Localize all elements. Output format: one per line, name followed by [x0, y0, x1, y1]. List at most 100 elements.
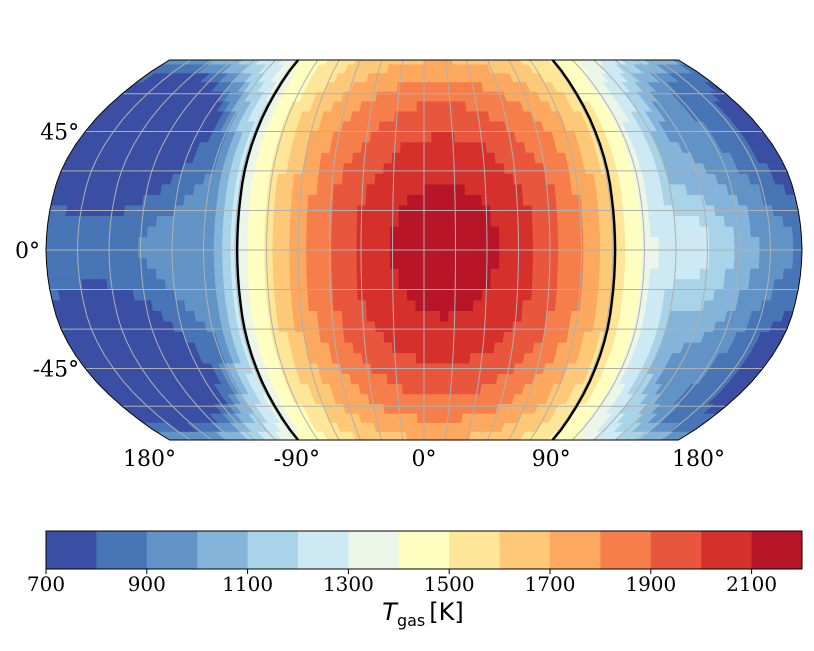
heat-cell	[438, 120, 447, 132]
heat-cell	[557, 257, 567, 269]
heat-cell	[239, 268, 249, 280]
heat-cell	[398, 225, 408, 238]
heat-cell	[172, 225, 182, 238]
heat-cell	[130, 268, 141, 280]
heat-cell	[512, 320, 522, 333]
heat-cell	[423, 131, 433, 143]
heat-cell	[432, 278, 442, 290]
heat-cell	[407, 152, 417, 164]
heat-cell	[750, 257, 761, 269]
heat-cell	[404, 72, 413, 83]
heat-cell	[384, 341, 394, 354]
heat-cell	[580, 194, 591, 206]
heat-cell	[373, 194, 384, 206]
heat-cell	[692, 247, 702, 259]
heat-cell	[548, 268, 559, 280]
heat-cell	[398, 257, 408, 269]
heat-cell	[674, 225, 685, 238]
heat-cell	[402, 100, 411, 112]
colorbar-tick-label: 1100	[222, 572, 273, 596]
heat-cell	[139, 215, 150, 227]
heat-cell	[385, 131, 395, 143]
heat-cell	[423, 120, 432, 132]
heat-cell	[401, 110, 411, 122]
heat-cell	[623, 278, 634, 290]
heat-cell	[154, 247, 165, 259]
heat-cell	[62, 257, 73, 269]
heat-cell	[289, 247, 299, 259]
heat-cell	[163, 257, 173, 269]
heat-cell	[249, 289, 260, 301]
heat-cell	[471, 320, 482, 333]
heat-cell	[121, 247, 131, 259]
heat-cell	[327, 331, 338, 343]
heat-cell	[417, 72, 425, 83]
heat-cell	[431, 289, 441, 301]
heat-cell	[264, 236, 274, 248]
heat-cell	[489, 183, 499, 195]
heat-cell	[578, 183, 590, 195]
heat-cell	[464, 310, 474, 322]
heat-cell	[197, 215, 208, 227]
heat-cell	[448, 310, 458, 322]
heat-cell	[408, 120, 417, 132]
heat-cell	[448, 236, 458, 248]
heat-cell	[448, 299, 458, 311]
heat-cell	[692, 236, 702, 248]
heat-cell	[373, 257, 383, 269]
heat-cell	[206, 215, 216, 227]
heat-cell	[440, 278, 450, 290]
heat-cell	[282, 289, 293, 301]
heat-cell	[282, 194, 293, 206]
heat-cell	[767, 236, 778, 248]
heat-cell	[473, 194, 483, 206]
heat-cell	[490, 247, 500, 259]
heat-cell	[374, 173, 384, 185]
heat-cell	[392, 131, 402, 143]
heat-cell	[348, 257, 358, 269]
heat-cell	[423, 194, 433, 206]
heat-cell	[775, 257, 786, 269]
heat-cell	[289, 268, 300, 280]
heat-cell	[742, 247, 752, 259]
heat-cell	[390, 268, 400, 280]
heat-cell	[423, 60, 431, 65]
heat-cell	[465, 257, 475, 269]
heat-cell	[498, 268, 509, 280]
heat-cell	[79, 247, 89, 259]
heat-cell	[708, 236, 719, 248]
heat-cell	[456, 289, 466, 301]
heat-cell	[524, 247, 534, 259]
heat-cell	[399, 310, 409, 322]
heat-cell	[446, 131, 456, 143]
heat-cell	[242, 183, 253, 195]
heat-cell	[640, 215, 651, 227]
heat-cell	[373, 236, 383, 248]
heat-cell	[397, 81, 406, 92]
heat-cell	[776, 247, 786, 259]
heat-cell	[417, 81, 425, 92]
heat-cell	[54, 225, 65, 238]
heat-cell	[506, 278, 517, 290]
heat-cell	[368, 341, 378, 354]
y-tick-label: 0°	[15, 239, 40, 264]
heat-cell	[524, 257, 534, 269]
heat-cell	[249, 194, 260, 206]
heat-cell	[724, 225, 735, 238]
heat-cell	[507, 268, 517, 280]
heat-cell	[409, 393, 418, 405]
heat-cell	[87, 247, 97, 259]
heat-cell	[473, 225, 484, 238]
heat-cell	[400, 60, 408, 65]
heat-cell	[474, 236, 484, 248]
heat-cell	[417, 412, 425, 423]
heat-cell	[524, 236, 534, 248]
heat-cell	[448, 183, 458, 195]
heat-cell	[423, 422, 431, 432]
heat-cell	[430, 373, 440, 385]
heat-cell	[326, 320, 336, 333]
heat-cell	[741, 268, 752, 280]
heat-cell	[448, 247, 458, 259]
heat-cell	[415, 215, 425, 227]
heat-cell	[423, 289, 433, 301]
